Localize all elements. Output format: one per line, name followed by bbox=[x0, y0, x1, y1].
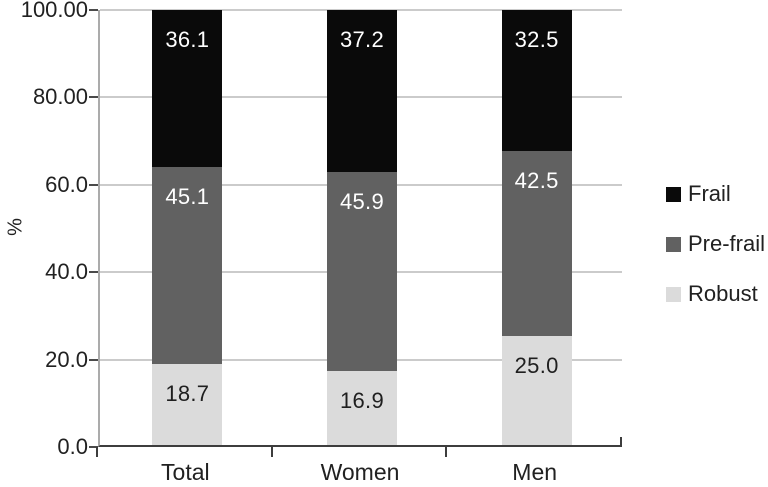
bar-segment-frail: 37.2 bbox=[327, 10, 397, 172]
bar-value-label: 32.5 bbox=[514, 27, 559, 52]
bar-women: 37.2 45.9 16.9 bbox=[327, 10, 397, 445]
legend-label: Frail bbox=[688, 181, 731, 206]
x-category-label: Women bbox=[320, 459, 400, 485]
y-tick-label: 100.00 bbox=[20, 0, 88, 22]
y-tick-mark bbox=[89, 9, 98, 11]
bar-segment-pre-frail: 45.9 bbox=[327, 171, 397, 372]
legend-item-pre-frail: Pre-frail bbox=[666, 231, 766, 256]
y-tick-label: 20.0 bbox=[45, 346, 88, 372]
y-tick-label: 0.0 bbox=[57, 434, 88, 459]
bar-segment-frail: 32.5 bbox=[501, 10, 572, 152]
bar-value-label: 42.5 bbox=[514, 168, 559, 194]
bar-men: 32.5 42.5 25.0 bbox=[501, 10, 572, 445]
legend-item-robust: Robust bbox=[666, 281, 758, 306]
bar-value-label: 45.1 bbox=[165, 184, 210, 210]
bar-total: 36.1 45.1 18.7 bbox=[152, 10, 223, 445]
bar-value-label: 37.2 bbox=[339, 27, 385, 52]
x-tick-mark bbox=[445, 447, 448, 457]
y-tick-mark bbox=[89, 183, 98, 186]
bar-segment-robust: 16.9 bbox=[327, 371, 397, 445]
bar-value-label: 25.0 bbox=[514, 353, 559, 379]
bar-segment-robust: 18.7 bbox=[152, 363, 223, 445]
x-tick-mark bbox=[270, 447, 273, 457]
bar-value-label: 18.7 bbox=[165, 380, 210, 406]
y-tick-mark bbox=[89, 96, 98, 99]
bar-segment-pre-frail: 42.5 bbox=[501, 151, 572, 337]
y-tick-label: 80.00 bbox=[32, 84, 88, 110]
x-category-label: Total bbox=[161, 459, 210, 485]
y-axis-title: % bbox=[4, 218, 27, 236]
y-tick-mark bbox=[89, 271, 98, 274]
bar-segment-frail: 36.1 bbox=[152, 10, 223, 168]
legend-swatch bbox=[666, 286, 681, 302]
y-tick-mark bbox=[89, 358, 98, 361]
y-tick-label: 60.0 bbox=[45, 171, 88, 197]
bar-segment-robust: 25.0 bbox=[501, 336, 572, 445]
y-tick-label: 40.0 bbox=[45, 259, 88, 285]
bar-value-label: 36.1 bbox=[165, 27, 210, 52]
legend-swatch bbox=[666, 186, 681, 202]
legend-swatch bbox=[666, 236, 681, 252]
x-axis-end-tick bbox=[620, 437, 622, 447]
legend-item-frail: Frail bbox=[666, 181, 731, 206]
x-tick-mark bbox=[96, 447, 98, 457]
x-category-label: Men bbox=[512, 459, 558, 485]
bar-value-label: 45.9 bbox=[339, 188, 385, 214]
legend-label: Robust bbox=[688, 281, 758, 306]
bar-segment-pre-frail: 45.1 bbox=[152, 167, 223, 364]
legend-label: Pre-frail bbox=[688, 231, 766, 256]
y-tick-mark bbox=[89, 446, 98, 448]
plot-area: 36.1 45.1 18.7 37.2 45.9 16.9 32.5 42.5 25.0 bbox=[98, 9, 622, 447]
bar-value-label: 16.9 bbox=[339, 388, 385, 414]
